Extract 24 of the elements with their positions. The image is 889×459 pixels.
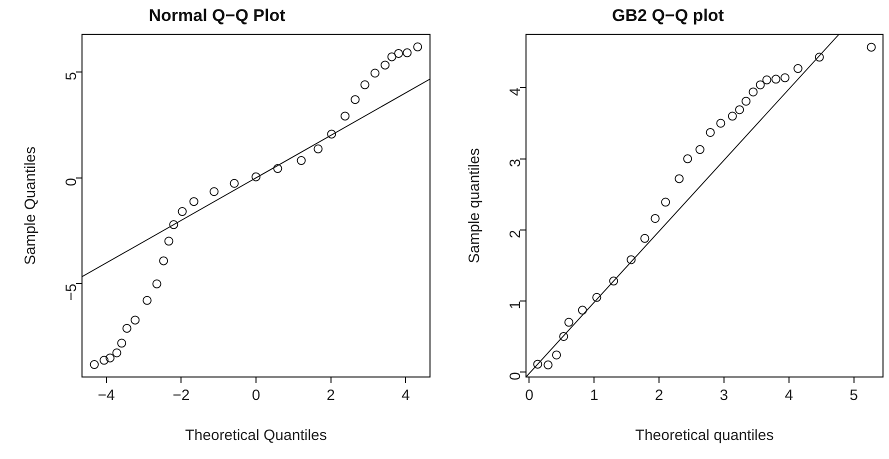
y-axis-title: Sample Quantiles <box>22 146 40 265</box>
x-tick-label: 5 <box>850 387 858 404</box>
y-tick-label: 3 <box>507 158 524 168</box>
y-tick-label: 5 <box>63 72 80 80</box>
x-axis-title: Theoretical quantiles <box>635 427 774 444</box>
chart-title: GB2 Q−Q plot <box>612 6 724 25</box>
x-tick-label: 2 <box>654 387 664 404</box>
y-tick-label: 0 <box>507 372 524 380</box>
x-tick-label: 2 <box>326 387 336 404</box>
y-axis-title: Sample quantiles <box>466 148 484 264</box>
x-tick-label: 4 <box>784 387 794 404</box>
y-tick-label: 1 <box>507 300 524 310</box>
y-tick-label: 4 <box>507 88 524 96</box>
x-tick-label: 0 <box>252 387 260 404</box>
x-tick-label: 1 <box>590 387 598 404</box>
x-tick-label: −2 <box>172 387 190 404</box>
y-tick-label: 2 <box>507 230 524 238</box>
x-axis-title: Theoretical Quantiles <box>185 427 327 444</box>
chart-title: Normal Q−Q Plot <box>148 6 286 25</box>
x-tick-label: −4 <box>98 387 115 404</box>
y-tick-label: −5 <box>63 284 80 301</box>
x-tick-label: 4 <box>402 387 410 404</box>
y-tick-label: 0 <box>63 178 80 186</box>
x-tick-label: 3 <box>720 387 728 404</box>
